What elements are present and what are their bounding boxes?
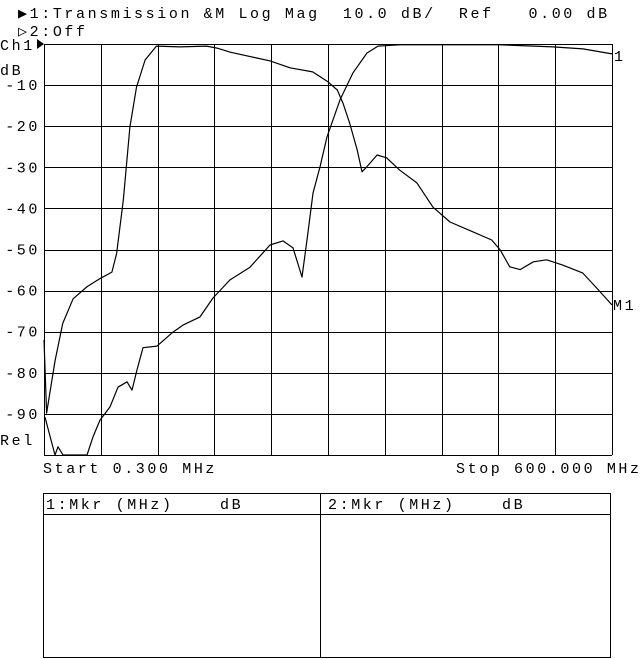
y-tick-label: -80 bbox=[5, 366, 40, 383]
grid bbox=[44, 44, 613, 456]
y-tick-label: -60 bbox=[5, 284, 40, 301]
marker1-header: 1:Mkr (MHz) dB bbox=[46, 497, 243, 514]
trace2-header: ▷2:Off bbox=[18, 24, 88, 41]
channel-label: Ch1 bbox=[0, 38, 35, 55]
rel-label: Rel bbox=[0, 433, 35, 450]
trace-end-label: 1 bbox=[614, 49, 626, 66]
traces bbox=[43, 44, 613, 456]
y-tick-labels: -10 -20 -30 -40 -50 -60 -70 -80 -90 bbox=[5, 78, 40, 424]
marker-table-border bbox=[43, 493, 611, 658]
y-tick-label: -90 bbox=[5, 407, 40, 424]
y-unit-label: dB bbox=[0, 63, 23, 80]
y-tick-label: -10 bbox=[5, 78, 40, 95]
marker-m1-label: M1 bbox=[613, 298, 636, 315]
y-tick-label: -20 bbox=[5, 119, 40, 136]
trace1-header: ▶1:Transmission &M Log Mag 10.0 dB/ Ref … bbox=[18, 6, 640, 23]
y-tick-label: -70 bbox=[5, 325, 40, 342]
y-tick-label: -30 bbox=[5, 160, 40, 177]
start-frequency: Start 0.300 MHz bbox=[43, 461, 217, 478]
y-tick-label: -50 bbox=[5, 243, 40, 260]
trace-line-2 bbox=[44, 44, 613, 456]
stop-frequency: Stop 600.000 MHz bbox=[456, 461, 640, 478]
marker-table: 1:Mkr (MHz) dB 2:Mkr (MHz) dB bbox=[43, 493, 611, 658]
trace-line-1 bbox=[43, 45, 613, 414]
marker2-header: 2:Mkr (MHz) dB bbox=[328, 497, 525, 514]
reference-pointer-icon bbox=[37, 39, 44, 49]
y-tick-label: -40 bbox=[5, 201, 40, 218]
